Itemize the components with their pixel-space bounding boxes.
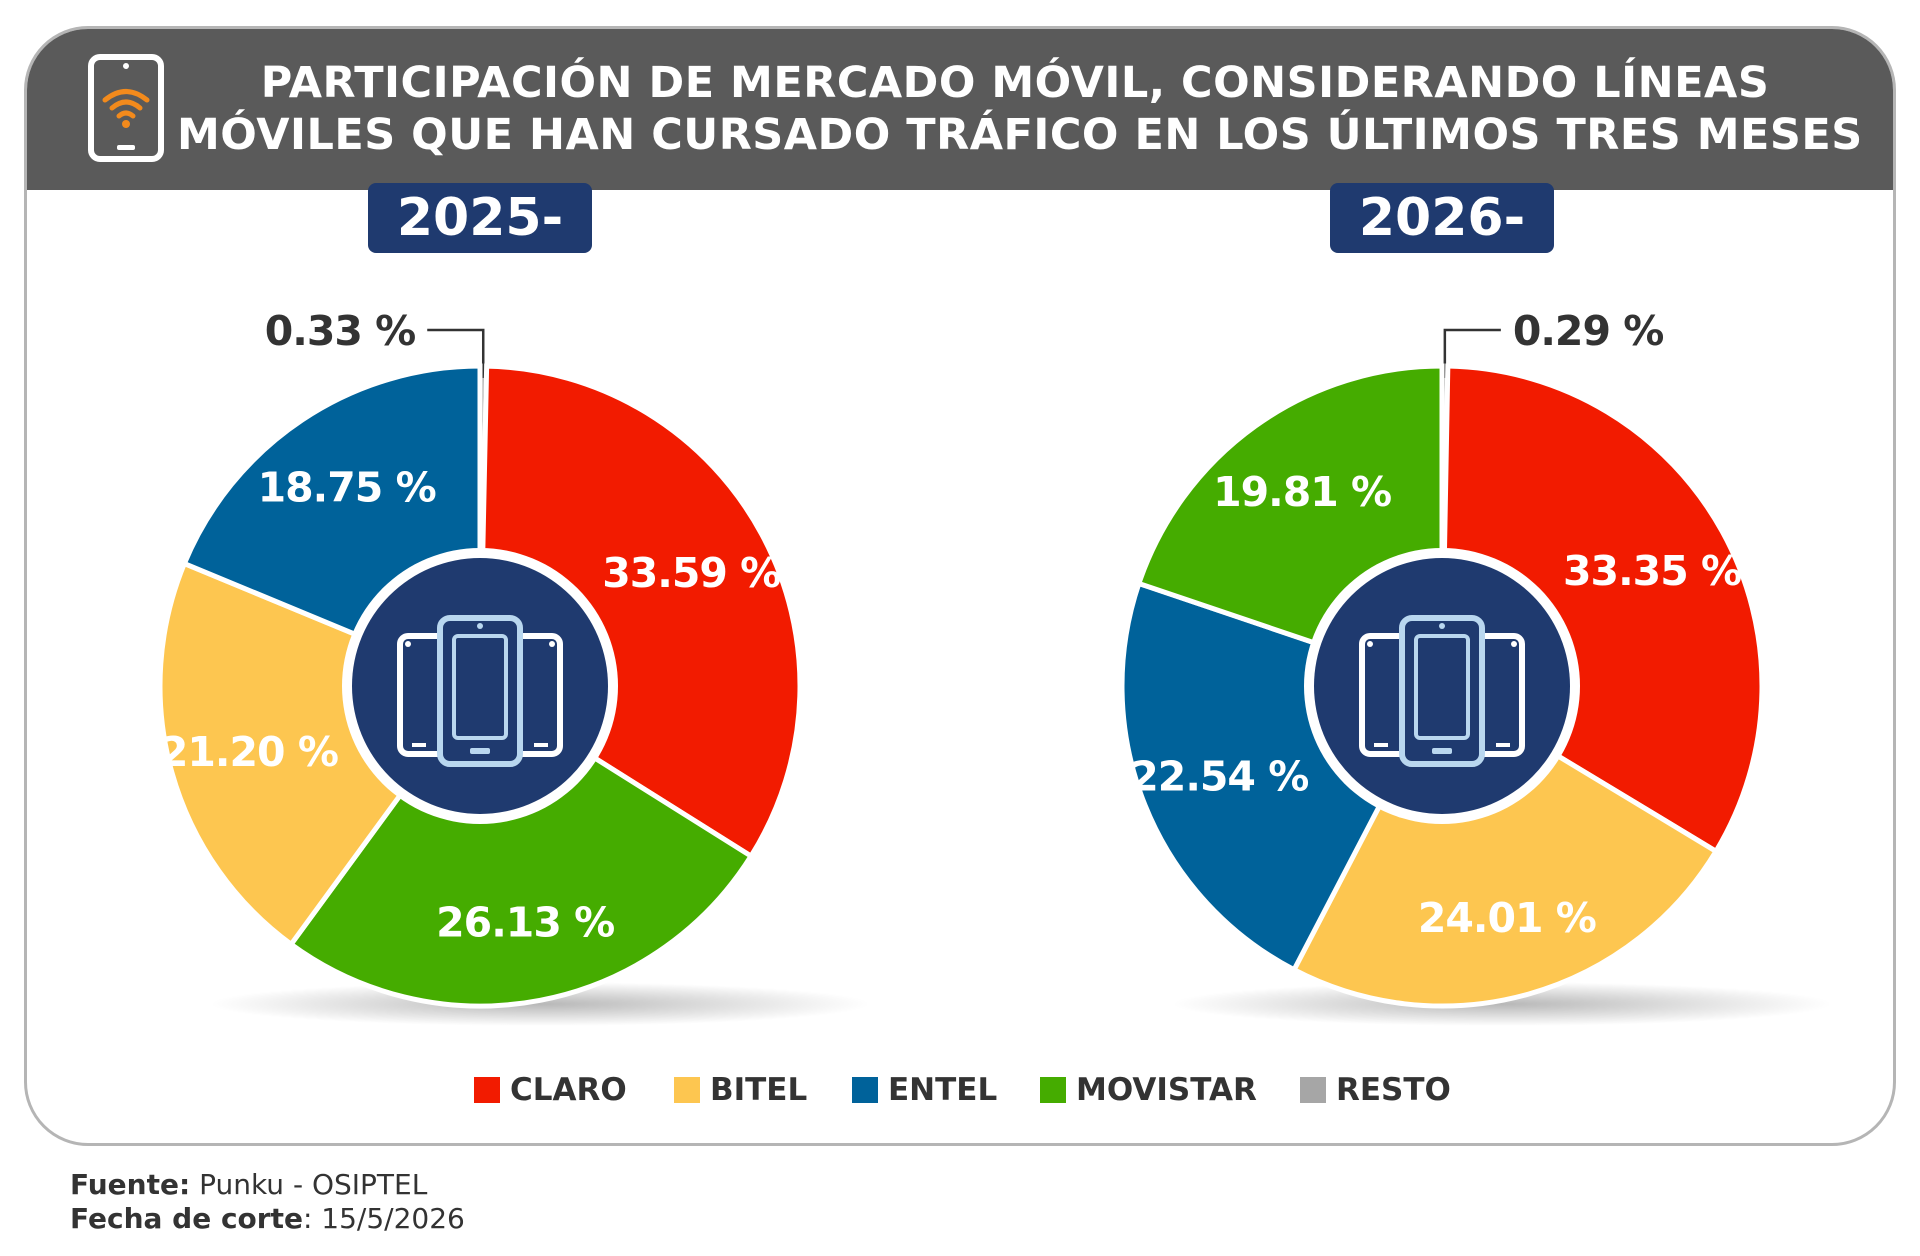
footer: Fuente: Punku - OSIPTEL Fecha de corte: … [70,1168,465,1236]
legend-label: BITEL [710,1072,808,1108]
source-value: Punku - OSIPTEL [190,1168,428,1201]
cutoff-line: Fecha de corte: 15/5/2026 [70,1202,465,1236]
source-label: Fuente: [70,1168,191,1201]
slice-label-resto: 0.33 % [265,307,416,355]
smartphone-wifi-icon [88,54,164,162]
slice-label-resto: 0.29 % [1513,307,1664,355]
legend-item-movistar: MOVISTAR [1040,1070,1257,1110]
pie-chart-2025-I: 0.33 % 33.59 % 26.13 % 21.20 % 18.75 % [157,307,870,1026]
slice-label-movistar: 26.13 % [436,899,614,947]
title-line-1: PARTICIPACIÓN DE MERCADO MÓVIL, CONSIDER… [260,58,1770,108]
legend-swatch [1040,1077,1066,1103]
legend-item-claro: CLARO [474,1070,627,1110]
chart-title: PARTICIPACIÓN DE MERCADO MÓVIL, CONSIDER… [177,57,1863,161]
pie-shadow [210,982,870,1026]
legend-label: RESTO [1336,1072,1451,1108]
source-line: Fuente: Punku - OSIPTEL [70,1168,465,1202]
header-bar: PARTICIPACIÓN DE MERCADO MÓVIL, CONSIDER… [27,29,1893,190]
slice-label-entel: 18.75 % [258,463,436,511]
cutoff-value: : 15/5/2026 [302,1202,465,1235]
slice-label-movistar: 19.81 % [1213,468,1391,516]
legend-label: ENTEL [888,1072,998,1108]
period-badge-2025: 2025-I [368,183,592,318]
slice-label-bitel: 24.01 % [1418,894,1596,942]
legend-item-resto: RESTO [1300,1070,1451,1110]
leader-line [427,328,485,375]
legend-swatch [1300,1077,1326,1103]
pie-shadow [1172,982,1832,1026]
slice-label-bitel: 21.20 % [160,728,338,776]
legend-item-bitel: BITEL [674,1070,807,1110]
mobile-devices-icon [1359,615,1525,767]
legend-swatch [474,1077,500,1103]
cutoff-label: Fecha de corte [70,1202,303,1235]
slice-bitel [1290,682,1720,1009]
legend-swatch [852,1077,878,1103]
pie-chart-2026-I: 0.29 % 33.35 % 24.01 % 22.54 % 19.81 % [1119,307,1832,1026]
legend-label: CLARO [510,1072,627,1108]
legend-item-entel: ENTEL [852,1070,997,1110]
legend: CLARO BITEL ENTEL MOVISTAR RESTO [0,1070,1920,1110]
slice-label-claro: 33.35 % [1563,547,1741,595]
slice-movistar [287,682,755,1009]
legend-label: MOVISTAR [1076,1072,1257,1108]
slice-label-claro: 33.59 % [602,549,780,597]
mobile-devices-icon [397,615,563,767]
period-badge-2026: 2026-I [1330,183,1554,318]
legend-swatch [674,1077,700,1103]
title-line-2: MÓVILES QUE HAN CURSADO TRÁFICO EN LOS Ú… [177,110,1863,160]
leader-line [1443,328,1501,375]
slice-label-entel: 22.54 % [1130,752,1308,800]
